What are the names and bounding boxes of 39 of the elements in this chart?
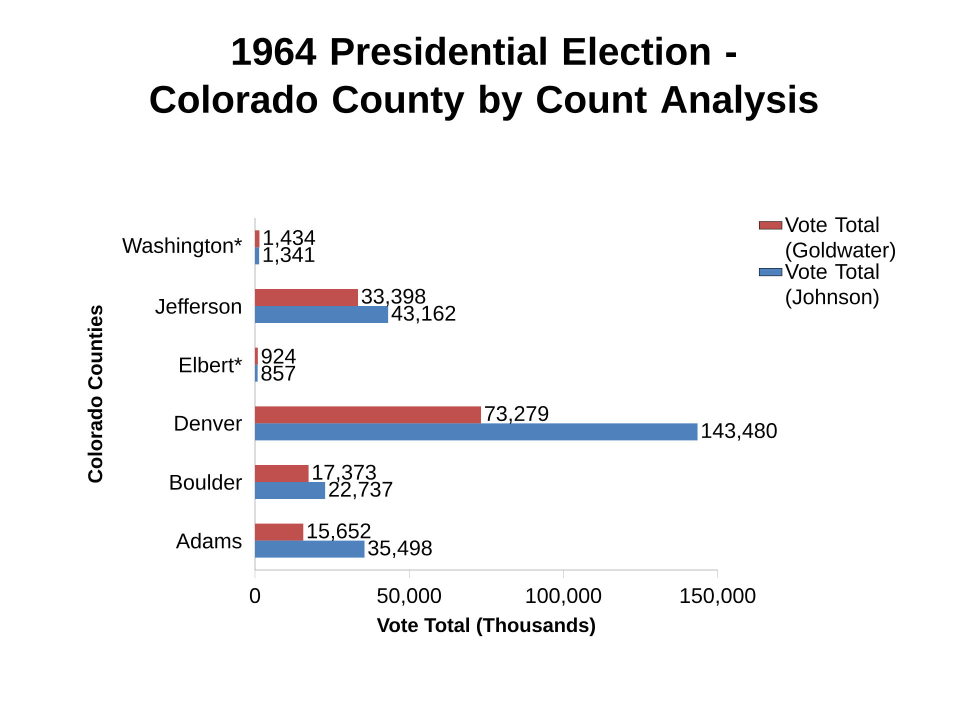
data-label: 143,480 — [702, 423, 777, 441]
y-axis-title: Colorado Counties — [88, 305, 102, 483]
bar — [255, 364, 258, 382]
data-label: 1,341 — [264, 247, 314, 265]
bar — [255, 348, 258, 365]
legend-label: Vote Total (Goldwater) — [785, 216, 896, 262]
y-tick-label: Adams — [176, 532, 242, 548]
data-label: 15,652 — [308, 523, 370, 541]
y-tick-label: Jefferson — [155, 298, 241, 314]
bar — [255, 540, 364, 558]
bar — [255, 406, 482, 424]
y-tick-label: Washington* — [122, 237, 242, 258]
chart-title: 1964 Presidential Election - Colorado County by Count Analysis — [150, 36, 818, 121]
data-label: 17,373 — [313, 464, 376, 482]
bar — [255, 464, 309, 482]
bar — [255, 524, 304, 541]
data-label: 857 — [262, 366, 296, 381]
x-axis-title: Vote Total (Thousands) — [376, 617, 595, 636]
data-label: 35,498 — [368, 540, 432, 558]
data-label: 73,279 — [485, 406, 548, 424]
legend-label: Vote Total (Johnson) — [785, 263, 878, 309]
bar — [255, 423, 698, 440]
y-tick-label: Boulder — [170, 474, 242, 490]
data-label: 33,398 — [362, 288, 426, 306]
x-tick-label: 50,000 — [377, 588, 441, 606]
x-tick-label: 0 — [250, 588, 260, 604]
bar — [255, 288, 358, 306]
data-label: 924 — [262, 348, 296, 364]
x-tick-label: 150,000 — [680, 588, 756, 606]
y-tick-label: Elbert* — [180, 356, 242, 373]
data-label: 43,162 — [392, 306, 456, 324]
bar — [255, 230, 260, 248]
bar — [255, 482, 326, 500]
bar — [255, 247, 260, 264]
data-label: 1,434 — [264, 230, 316, 248]
x-tick-label: 100,000 — [526, 588, 602, 606]
y-tick-label: Denver — [175, 416, 242, 431]
data-label: 22,737 — [329, 482, 392, 500]
bar — [255, 306, 388, 324]
